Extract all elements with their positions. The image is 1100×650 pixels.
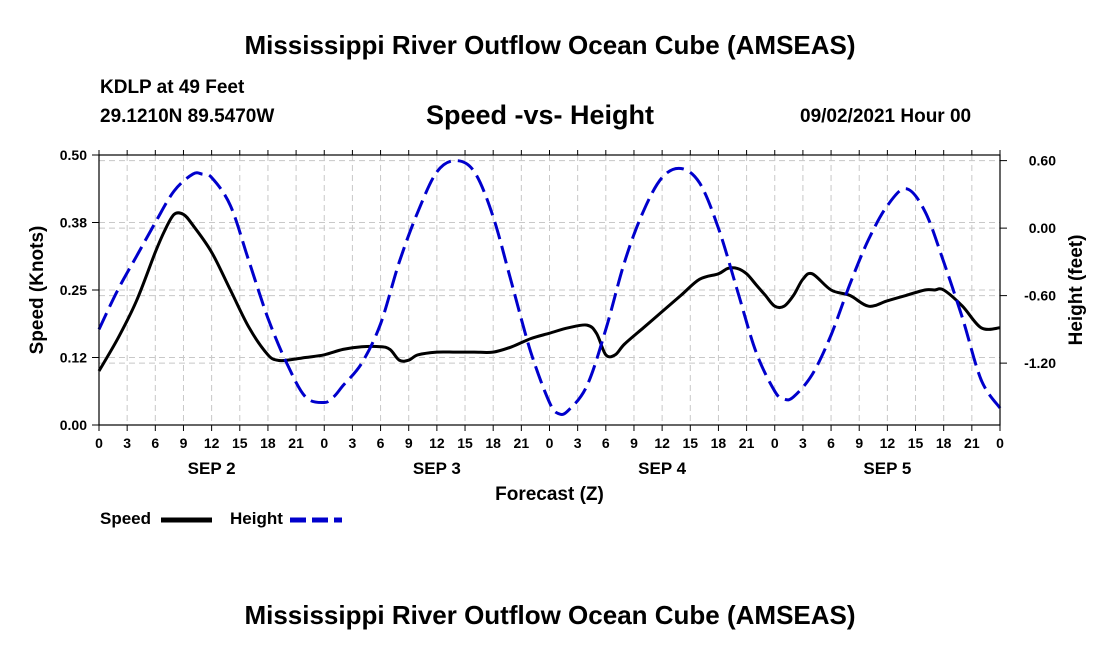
x-tick-label: 0 [771, 435, 779, 451]
y2-tick-label: -1.20 [1024, 355, 1056, 371]
x-tick-label: 0 [546, 435, 554, 451]
x-tick-label: 6 [602, 435, 610, 451]
grid-layer [99, 155, 1000, 425]
x-tick-label: 6 [151, 435, 159, 451]
x-tick-label: 0 [95, 435, 103, 451]
chart-title: Mississippi River Outflow Ocean Cube (AM… [244, 30, 856, 60]
x-tick-label: 18 [260, 435, 276, 451]
y-tick-label: 0.12 [60, 350, 87, 366]
y-tick-label: 0.00 [60, 417, 87, 433]
legend-height-label: Height [230, 509, 283, 528]
x-tick-label: 0 [320, 435, 328, 451]
x-tick-label: 3 [123, 435, 131, 451]
x-tick-label: 21 [288, 435, 304, 451]
footer-title: Mississippi River Outflow Ocean Cube (AM… [244, 600, 856, 630]
x-tick-label: 3 [799, 435, 807, 451]
x-tick-label: 18 [485, 435, 501, 451]
y-axis-label: Speed (Knots) [27, 226, 48, 355]
x-tick-label: 15 [908, 435, 924, 451]
x-tick-label: 3 [349, 435, 357, 451]
x-tick-label: 9 [630, 435, 638, 451]
y-tick-label: 0.50 [60, 147, 87, 163]
y-tick-label: 0.25 [60, 282, 87, 298]
x-tick-label: 12 [880, 435, 896, 451]
x-tick-label: 15 [457, 435, 473, 451]
x-tick-label: 6 [827, 435, 835, 451]
axis-layer: 0 3 6 9 12 15 18 21 0 3 6 9 12 15 18 21 0 3 6 9 12 15 18 21 0 3 6 9… [27, 147, 1087, 505]
x-tick-label: 18 [936, 435, 952, 451]
series-line-speed [97, 211, 1001, 372]
x-tick-label: 9 [855, 435, 863, 451]
x-tick-label: 21 [964, 435, 980, 451]
datetime-label: 09/02/2021 Hour 00 [800, 106, 972, 127]
y2-tick-label: 0.60 [1029, 153, 1056, 169]
x-tick-label: 21 [514, 435, 530, 451]
series-line-height [97, 159, 1002, 417]
x-axis-label: Forecast (Z) [495, 484, 604, 505]
day-label: SEP 4 [638, 459, 686, 478]
x-tick-label: 12 [429, 435, 445, 451]
x-tick-label: 18 [711, 435, 727, 451]
x-tick-label: 0 [996, 435, 1004, 451]
x-tick-label: 21 [739, 435, 755, 451]
day-label: SEP 3 [413, 459, 461, 478]
x-tick-label: 12 [204, 435, 220, 451]
coordinates-label: 29.1210N 89.5470W [100, 106, 275, 127]
x-tick-label: 3 [574, 435, 582, 451]
station-label: KDLP at 49 Feet [100, 77, 245, 98]
legend-speed-label: Speed [100, 509, 152, 528]
x-tick-label: 6 [377, 435, 385, 451]
chart-subtitle: Speed -vs- Height [426, 100, 655, 130]
x-tick-label: 12 [654, 435, 670, 451]
y2-tick-label: -0.60 [1024, 288, 1056, 304]
day-label: SEP 5 [863, 459, 911, 478]
y-tick-label: 0.38 [60, 215, 87, 231]
y2-axis-label: Height (feet) [1066, 235, 1087, 346]
y2-tick-label: 0.00 [1029, 220, 1056, 236]
x-tick-label: 9 [180, 435, 188, 451]
day-label: SEP 2 [188, 459, 236, 478]
x-tick-label: 15 [682, 435, 698, 451]
x-tick-label: 9 [405, 435, 413, 451]
x-tick-label: 15 [232, 435, 248, 451]
series-layer [97, 159, 1002, 417]
